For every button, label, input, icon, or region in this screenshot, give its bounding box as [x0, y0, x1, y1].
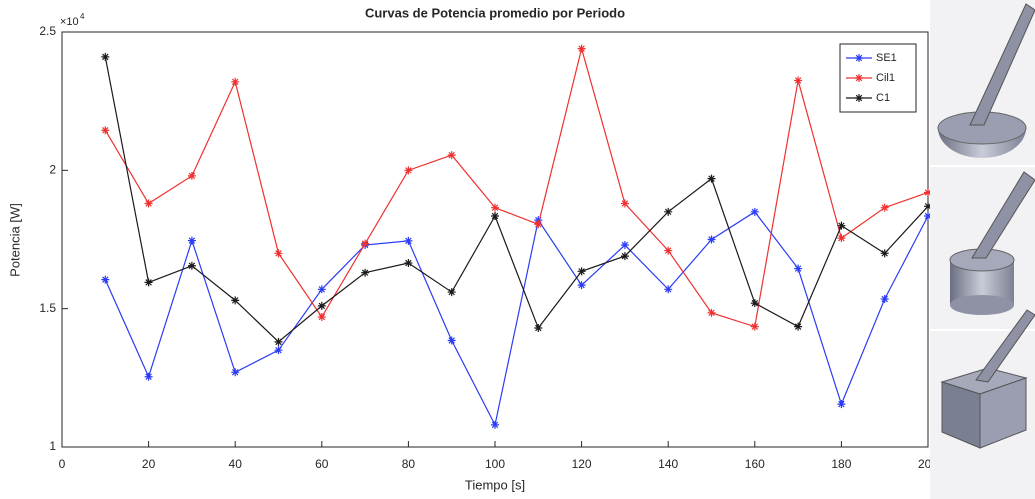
x-tick-label: 180: [831, 457, 851, 471]
point-marker: [708, 236, 716, 244]
point-marker: [491, 212, 499, 220]
point-marker: [318, 302, 326, 310]
legend-label: C1: [876, 92, 890, 104]
legend-label: SE1: [876, 52, 897, 64]
point-marker: [837, 234, 845, 242]
point-marker: [578, 267, 586, 275]
point-marker: [578, 45, 586, 53]
y-scale-exponent: 4: [80, 12, 85, 21]
point-marker: [231, 296, 239, 304]
point-marker: [318, 285, 326, 293]
point-marker: [318, 313, 326, 321]
point-marker: [448, 336, 456, 344]
point-marker: [275, 346, 283, 354]
chart: Curvas de Potencia promedio por Periodo …: [0, 0, 930, 499]
point-marker: [404, 237, 412, 245]
y-tick-label: 2: [49, 163, 56, 177]
point-marker: [231, 368, 239, 376]
page: Curvas de Potencia promedio por Periodo …: [0, 0, 1035, 499]
point-marker: [837, 400, 845, 408]
y-axis-label: Potencia [W]: [7, 203, 22, 277]
point-marker: [794, 265, 802, 273]
x-tick-label: 80: [402, 457, 416, 471]
chart-title: Curvas de Potencia promedio por Periodo: [365, 5, 625, 20]
point-marker: [404, 259, 412, 267]
point-marker: [534, 324, 542, 332]
x-tick-label: 140: [658, 457, 678, 471]
point-marker: [664, 285, 672, 293]
point-marker: [578, 281, 586, 289]
legend-marker: [855, 94, 863, 102]
point-marker: [664, 247, 672, 255]
y-tick-label: 1.5: [39, 301, 56, 315]
point-marker: [751, 323, 759, 331]
point-marker: [708, 309, 716, 317]
x-tick-label: 0: [59, 457, 66, 471]
y-tick-label: 1: [49, 439, 56, 453]
point-marker: [881, 204, 889, 212]
point-marker: [448, 288, 456, 296]
point-marker: [491, 421, 499, 429]
point-marker: [361, 269, 369, 277]
point-marker: [448, 151, 456, 159]
legend-marker: [855, 54, 863, 62]
point-marker: [275, 338, 283, 346]
x-tick-label: 120: [572, 457, 592, 471]
point-marker: [794, 323, 802, 331]
x-tick-label: 40: [229, 457, 243, 471]
legend-label: Cil1: [876, 72, 895, 84]
point-marker: [621, 252, 629, 260]
x-tick-label: 20: [142, 457, 156, 471]
x-tick-label: 100: [485, 457, 505, 471]
point-marker: [708, 175, 716, 183]
shape-images: [930, 0, 1035, 499]
point-marker: [751, 299, 759, 307]
y-tick-label: 2.5: [39, 24, 56, 38]
legend-marker: [855, 74, 863, 82]
x-tick-label: 200: [918, 457, 930, 471]
x-tick-label: 60: [315, 457, 329, 471]
x-axis-label: Tiempo [s]: [465, 477, 525, 492]
point-marker: [881, 295, 889, 303]
point-marker: [491, 204, 499, 212]
cylinder-base: [950, 295, 1014, 315]
y-scale-label: ×10: [60, 16, 79, 28]
x-tick-label: 160: [745, 457, 765, 471]
